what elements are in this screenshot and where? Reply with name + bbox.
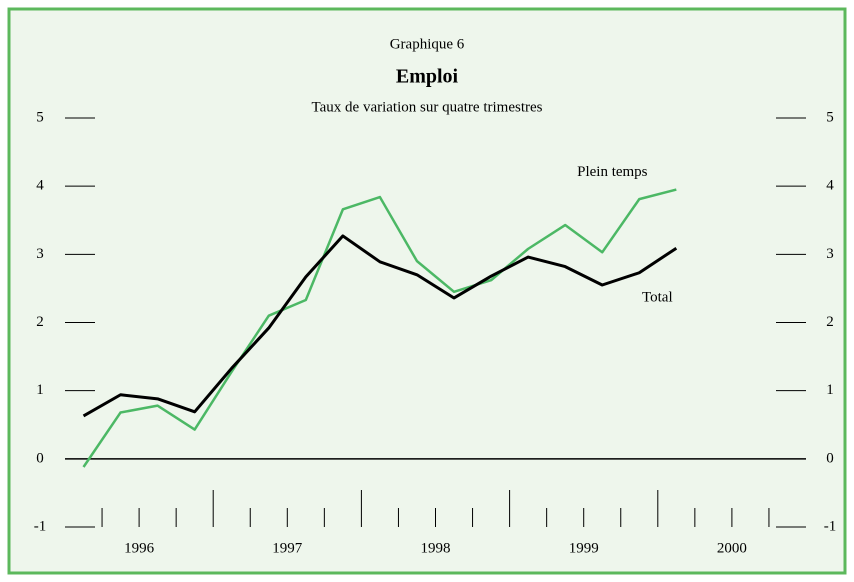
series-line — [82, 188, 677, 468]
x-tick-label: 1998 — [421, 540, 451, 556]
y2-tick-label: 3 — [826, 246, 834, 262]
y2-tick-label: 0 — [826, 450, 834, 466]
x-tick-label: 1999 — [569, 540, 599, 556]
chart-subtitle: Emploi — [396, 66, 459, 88]
y-tick-label: -1 — [34, 518, 47, 534]
y2-tick-label: 2 — [826, 314, 834, 330]
frame — [7, 7, 847, 575]
y-tick-label: 2 — [36, 314, 44, 330]
y2-tick-label: -1 — [824, 518, 837, 534]
series-line — [82, 234, 678, 418]
series-label: Total — [642, 290, 673, 306]
chart-caption: Taux de variation sur quatre trimestres — [312, 99, 543, 115]
chart-title: Graphique 6 — [390, 36, 465, 52]
x-tick-label: 1997 — [272, 540, 303, 556]
series-label: Plein temps — [577, 164, 648, 180]
y-tick-label: 1 — [36, 382, 44, 398]
y-tick-label: 5 — [36, 109, 44, 125]
y2-tick-label: 4 — [826, 178, 834, 194]
x-tick-label: 2000 — [717, 540, 747, 556]
y-tick-label: 0 — [36, 450, 44, 466]
x-tick-label: 1996 — [124, 540, 155, 556]
y-tick-label: 4 — [36, 178, 44, 194]
y-tick-label: 3 — [36, 246, 44, 262]
y2-tick-label: 5 — [826, 109, 834, 125]
y2-tick-label: 1 — [826, 382, 834, 398]
